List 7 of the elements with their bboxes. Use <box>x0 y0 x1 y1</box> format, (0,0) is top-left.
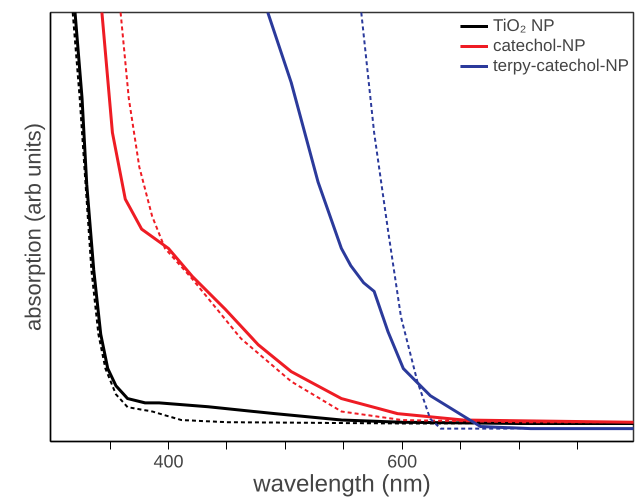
legend-label: TiO₂ NP <box>492 16 555 36</box>
x-axis-title: wavelength (nm) <box>252 470 431 498</box>
x-tick-label: 600 <box>387 452 418 472</box>
legend-label: catechol-NP <box>492 36 586 56</box>
legend-label: terpy-catechol-NP <box>492 56 629 76</box>
x-tick-label: 400 <box>153 452 184 472</box>
y-axis-title: absorption (arb units) <box>20 123 46 331</box>
